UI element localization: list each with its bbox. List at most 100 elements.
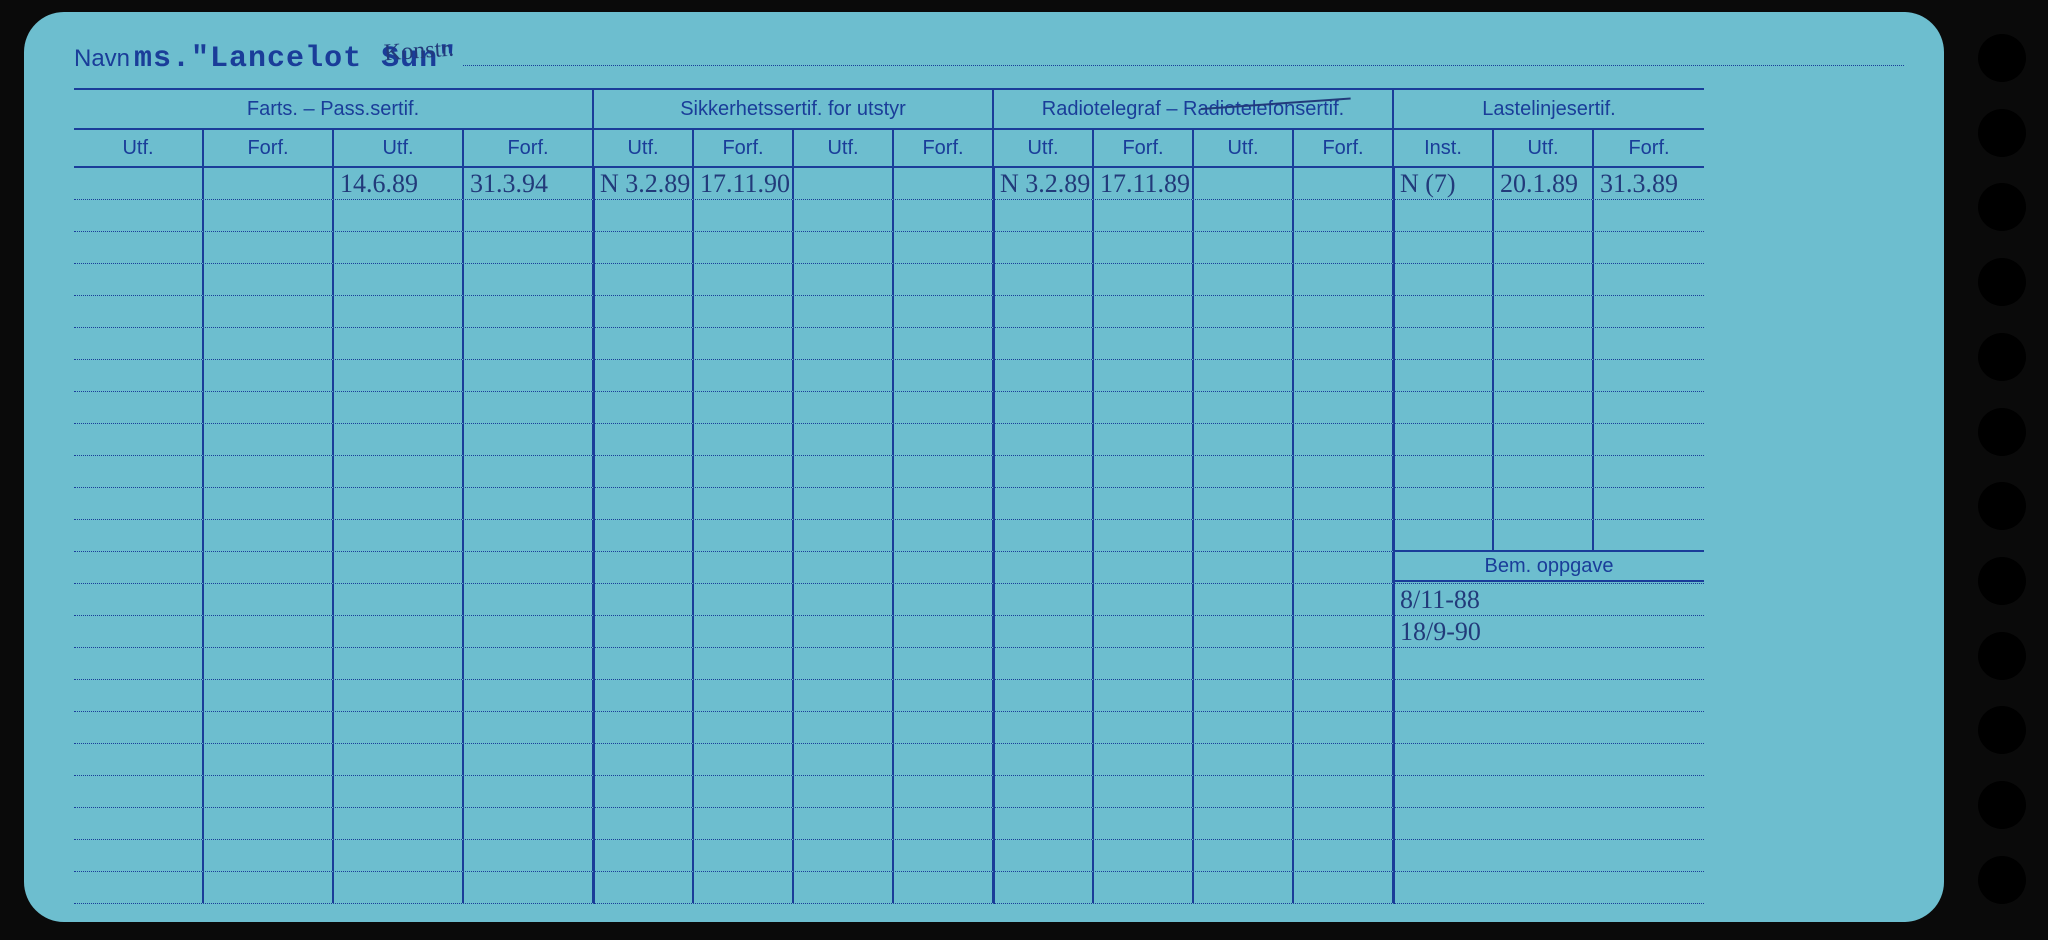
strikethrough: [1201, 98, 1351, 110]
name-prefix: ms.: [134, 42, 191, 76]
sub-header: Utf.: [1494, 130, 1594, 166]
table-cell: [1094, 584, 1194, 615]
table-cell: [464, 616, 594, 647]
table-cell: [204, 360, 334, 391]
table-cell: [794, 648, 894, 679]
table-cell: [1394, 392, 1494, 423]
table-cell: [1194, 840, 1294, 871]
table-cell: [1294, 616, 1394, 647]
table-cell: [694, 296, 794, 327]
table-cell: [1294, 200, 1394, 231]
table-cell: [74, 488, 204, 519]
bem-cell: [1394, 872, 1704, 903]
table-cell: [1194, 328, 1294, 359]
table-cell: [894, 392, 994, 423]
table-cell: 17.11.89: [1094, 168, 1194, 199]
table-cell: [694, 840, 794, 871]
table-cell: [1094, 488, 1194, 519]
table-cell: [694, 648, 794, 679]
table-cell: [1494, 424, 1594, 455]
table-cell: [1494, 200, 1594, 231]
table-cell: N 3.2.89: [994, 168, 1094, 199]
table-cell: [694, 424, 794, 455]
table-cell: [1094, 712, 1194, 743]
table-cell: [794, 232, 894, 263]
table-cell: [994, 648, 1094, 679]
table-cell: [894, 840, 994, 871]
table-cell: [694, 488, 794, 519]
table-cell: [74, 744, 204, 775]
table-row: [74, 840, 1704, 872]
table-cell: [694, 808, 794, 839]
table-cell: [794, 840, 894, 871]
table-cell: [74, 552, 204, 583]
table-cell: [204, 520, 334, 551]
table-cell: [1294, 520, 1394, 551]
sub-header: Utf.: [74, 130, 204, 166]
table-cell: [594, 648, 694, 679]
table-cell: [794, 808, 894, 839]
table-cell: [1294, 232, 1394, 263]
table-cell: [794, 200, 894, 231]
table-cell: [1194, 168, 1294, 199]
table-cell: [1394, 360, 1494, 391]
table-cell: [464, 360, 594, 391]
table-cell: [694, 776, 794, 807]
table-cell: [1494, 392, 1594, 423]
table-cell: [334, 744, 464, 775]
table-cell: [1294, 456, 1394, 487]
table-cell: [994, 488, 1094, 519]
table-row: 18/9-90: [74, 616, 1704, 648]
table-cell: [1594, 328, 1704, 359]
table-cell: [204, 584, 334, 615]
table-cell: [994, 328, 1094, 359]
sub-header: Inst.: [1394, 130, 1494, 166]
table-cell: [1194, 232, 1294, 263]
table-cell: [334, 392, 464, 423]
group-separator: [593, 168, 595, 904]
table-cell: [334, 712, 464, 743]
table-cell: [894, 168, 994, 199]
table-row: [74, 808, 1704, 840]
bem-cell: [1394, 680, 1704, 711]
table-cell: [1394, 456, 1494, 487]
punch-hole: [1978, 408, 2026, 456]
table-cell: [464, 488, 594, 519]
table-cell: [74, 328, 204, 359]
table-cell: [994, 680, 1094, 711]
table-cell: [794, 360, 894, 391]
bem-cell: [1394, 808, 1704, 839]
table-cell: [894, 648, 994, 679]
table-cell: [794, 424, 894, 455]
table-row: [74, 360, 1704, 392]
table-cell: [994, 872, 1094, 903]
table-cell: [74, 168, 204, 199]
table-cell: [464, 552, 594, 583]
name-label: Navn: [74, 45, 130, 73]
table-cell: [794, 520, 894, 551]
table-cell: [1294, 264, 1394, 295]
table-cell: [464, 392, 594, 423]
table-row: [74, 520, 1704, 552]
table-cell: [1094, 648, 1194, 679]
table-cell: [894, 264, 994, 295]
punch-hole: [1978, 706, 2026, 754]
table-row: [74, 872, 1704, 904]
table-cell: [1294, 840, 1394, 871]
table-cell: [74, 680, 204, 711]
table-cell: [894, 296, 994, 327]
group-separator: [1393, 168, 1395, 552]
table-cell: [794, 744, 894, 775]
table-cell: [74, 296, 204, 327]
table-cell: [894, 776, 994, 807]
table-cell: [464, 584, 594, 615]
table-cell: [694, 520, 794, 551]
table-cell: [204, 808, 334, 839]
table-cell: [74, 424, 204, 455]
table-cell: [1194, 872, 1294, 903]
table-cell: [464, 200, 594, 231]
table-cell: [994, 360, 1094, 391]
table-cell: [694, 392, 794, 423]
table-cell: [1094, 680, 1194, 711]
table-cell: [594, 488, 694, 519]
